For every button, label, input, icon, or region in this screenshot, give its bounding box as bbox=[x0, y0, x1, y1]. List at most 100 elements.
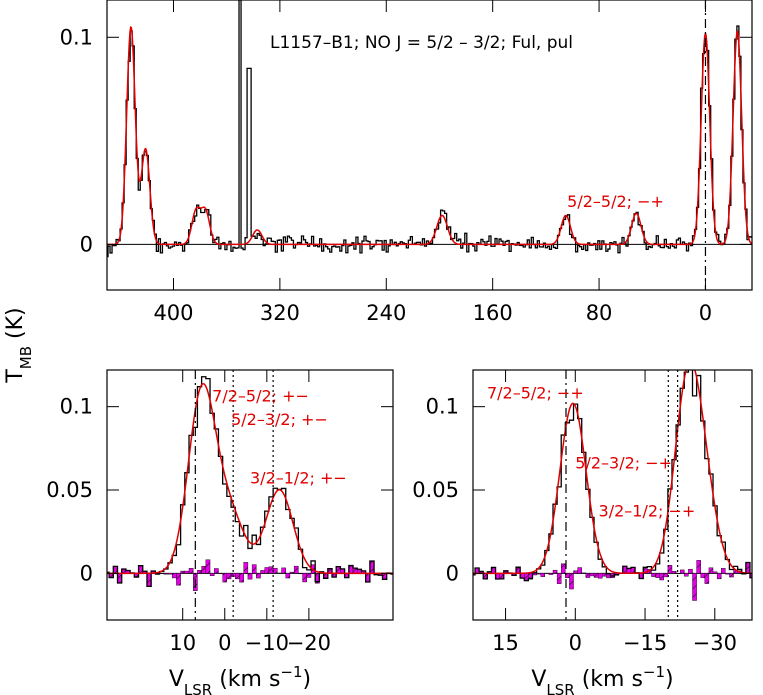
transition-label: 7/2–5/2; −+ bbox=[487, 383, 584, 402]
residual-bar bbox=[548, 573, 554, 575]
plot-area bbox=[107, 370, 393, 620]
x-tick-label: −30 bbox=[693, 631, 737, 655]
residual-bar bbox=[561, 563, 566, 574]
observed-spectrum bbox=[473, 370, 752, 582]
residual-bar bbox=[167, 573, 173, 575]
x-tick-label: −20 bbox=[287, 631, 331, 655]
residual-bar bbox=[688, 568, 693, 574]
residual-bar bbox=[597, 573, 603, 579]
residual-bar bbox=[540, 573, 546, 577]
transition-label: 3/2–1/2; −+ bbox=[599, 502, 696, 521]
residual-bar bbox=[188, 567, 194, 574]
x-axis-label-close: ) bbox=[665, 667, 674, 692]
residual-bar bbox=[569, 573, 574, 590]
plot-frame bbox=[106, 369, 394, 621]
residual-bar bbox=[293, 565, 299, 574]
residual-bar bbox=[729, 573, 734, 578]
residual-bar bbox=[589, 573, 595, 577]
x-tick-label: 10 bbox=[169, 631, 196, 655]
residual-bar bbox=[209, 573, 215, 576]
y-tick-label: 0.1 bbox=[426, 395, 459, 419]
plot-area bbox=[107, 0, 752, 290]
x-axis-label-unit: (km s bbox=[575, 667, 643, 692]
residual-bar bbox=[184, 570, 190, 574]
residual-bar bbox=[251, 564, 257, 574]
residual-bar bbox=[226, 573, 232, 580]
panel-top: 400 320 240 160 80 0 0 0.1 5/2–5/2; −+ L1157–B1; … bbox=[3, 0, 753, 384]
plot-frame bbox=[106, 0, 753, 291]
residual-bar bbox=[593, 573, 599, 578]
y-tick-label: 0 bbox=[80, 232, 93, 256]
residual-bar bbox=[663, 573, 669, 578]
panel-bottom-right: 15 0 −15 −30 0 0.05 0.1 7/2–5/2; −+ 5/2–3/2; −+ 3… bbox=[412, 369, 753, 695]
y-tick-label: 0 bbox=[446, 561, 459, 585]
x-tick-label: 0 bbox=[569, 631, 582, 655]
residual-bar bbox=[214, 568, 219, 574]
residual-bar bbox=[704, 573, 710, 584]
x-axis-label-sub: LSR bbox=[546, 681, 574, 695]
residual-bar bbox=[264, 567, 270, 574]
residual-bar bbox=[556, 573, 562, 584]
x-axis-label: VLSR (km s−1) bbox=[169, 663, 311, 695]
residual-bar bbox=[577, 567, 582, 574]
plot-frame bbox=[472, 369, 753, 621]
transition-label: 7/2–5/2; +− bbox=[212, 387, 309, 406]
residual-bar bbox=[306, 573, 312, 578]
residual-bar bbox=[235, 573, 240, 580]
residual-bar bbox=[256, 573, 261, 579]
x-tick-label: 80 bbox=[586, 301, 613, 325]
y-tick-label: 0.05 bbox=[412, 478, 459, 502]
x-axis-label-close: ) bbox=[303, 667, 312, 692]
y-tick-label: 0.1 bbox=[60, 25, 93, 49]
observed-spectrum bbox=[107, 376, 393, 588]
residual-bar bbox=[239, 573, 244, 583]
residual-bar bbox=[171, 573, 177, 579]
x-axis-label-main: V bbox=[169, 667, 184, 692]
residual-bar bbox=[585, 573, 591, 578]
residual-bar bbox=[222, 573, 228, 583]
residual-bar bbox=[667, 565, 673, 574]
x-tick-label: 400 bbox=[153, 301, 193, 325]
residual-bar bbox=[708, 567, 714, 574]
residual-bar bbox=[659, 573, 664, 581]
y-tick-label: 0.1 bbox=[60, 395, 93, 419]
residual-bar bbox=[302, 573, 307, 583]
residual-bar bbox=[247, 573, 253, 580]
x-tick-label: 0 bbox=[218, 631, 231, 655]
y-axis-label-sub: MB bbox=[17, 346, 35, 369]
residual-bar bbox=[573, 570, 578, 574]
residual-bar bbox=[298, 573, 303, 575]
x-axis-label-sup: −1 bbox=[280, 663, 302, 681]
x-axis-label-main: V bbox=[531, 667, 546, 692]
residual-bar bbox=[552, 569, 558, 574]
residual-bar bbox=[285, 573, 291, 579]
residual-bar bbox=[692, 573, 697, 601]
residual-bar bbox=[725, 573, 730, 575]
residual-bar bbox=[281, 567, 286, 574]
x-tick-label: 320 bbox=[260, 301, 300, 325]
residual-bar bbox=[671, 571, 677, 574]
residual-bar bbox=[163, 573, 169, 575]
transition-label: 5/2–3/2; +− bbox=[231, 410, 328, 429]
residual-bar bbox=[684, 573, 689, 577]
x-tick-label: −10 bbox=[245, 631, 289, 655]
fit-spectrum bbox=[473, 370, 752, 575]
residual-bar bbox=[268, 566, 274, 574]
residual-bar bbox=[201, 566, 207, 574]
residual-bar bbox=[243, 562, 249, 574]
x-axis-label-sup: −1 bbox=[643, 663, 665, 681]
x-tick-label: −15 bbox=[623, 631, 667, 655]
residual-bar bbox=[712, 571, 718, 574]
transition-label: 5/2–5/2; −+ bbox=[567, 192, 664, 211]
y-tick-label: 0 bbox=[80, 561, 93, 585]
x-axis-label: VLSR (km s−1) bbox=[531, 663, 673, 695]
x-tick-label: 160 bbox=[473, 301, 513, 325]
residual-bar bbox=[651, 573, 656, 577]
residual-bar bbox=[176, 573, 181, 586]
residual-bar bbox=[696, 560, 701, 574]
x-axis-label-unit: (km s bbox=[212, 667, 280, 692]
residual-bar bbox=[700, 573, 706, 578]
residual-bar bbox=[721, 568, 726, 574]
fit-spectrum bbox=[107, 383, 393, 575]
x-axis-label-sub: LSR bbox=[184, 681, 212, 695]
